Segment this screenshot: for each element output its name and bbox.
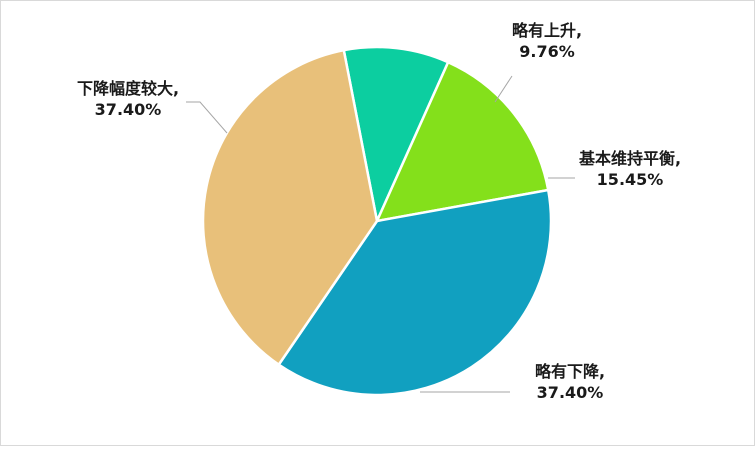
slice-label-name-3: 略有下降, <box>535 362 605 381</box>
pie-slices <box>201 45 553 397</box>
slice-labels: 略有上升, 9.76% 基本维持平衡, 15.45% 略有下降, 37.40% 下降幅度较大… <box>77 21 681 402</box>
slice-label-name-2: 基本维持平衡, <box>578 149 681 168</box>
slice-label-value-4: 37.40% <box>95 100 162 119</box>
pie-slice-3 <box>277 188 553 397</box>
leader-lines <box>186 75 575 393</box>
slice-label-name-4: 下降幅度较大, <box>77 79 179 98</box>
slice-label-value-2: 15.45% <box>597 170 664 189</box>
leader-line-4 <box>186 101 228 134</box>
pie-slice-1 <box>342 45 450 226</box>
pie-slice-4 <box>201 48 379 367</box>
pie-slice-2 <box>374 60 550 223</box>
slice-label-name-1: 略有上升, <box>512 21 582 40</box>
slice-label-value-3: 37.40% <box>537 383 604 402</box>
leader-line-1 <box>494 75 513 103</box>
slice-label-value-1: 9.76% <box>519 42 575 61</box>
